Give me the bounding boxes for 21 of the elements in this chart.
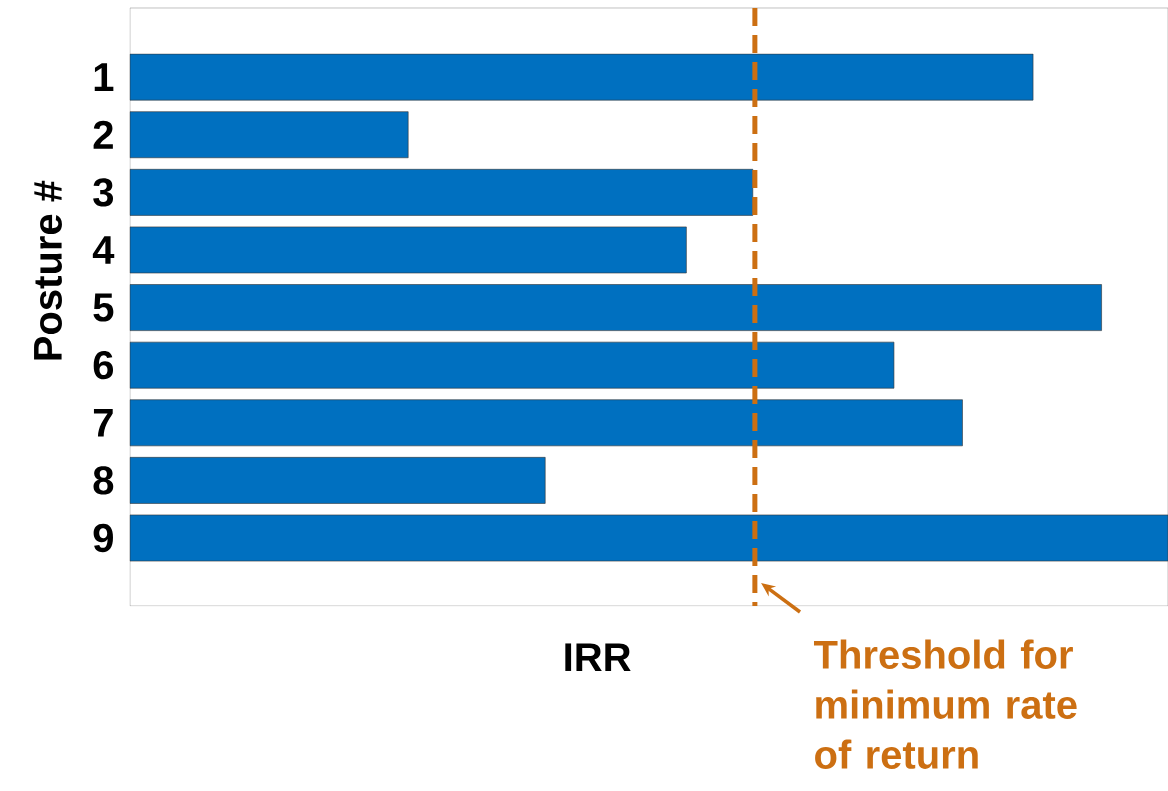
y-tick-label: 3 bbox=[93, 178, 114, 207]
bar bbox=[129, 111, 409, 159]
legend-label: Threshold for minimum rate of return bbox=[813, 639, 1077, 769]
y-tick-label: 8 bbox=[93, 466, 114, 495]
y-tick-label: 7 bbox=[93, 409, 113, 437]
y-tick-label: 9 bbox=[93, 523, 113, 553]
bar bbox=[129, 399, 963, 447]
x-axis-title: IRR bbox=[565, 643, 631, 671]
bar bbox=[129, 169, 754, 216]
bar bbox=[129, 457, 546, 504]
bar bbox=[129, 226, 687, 274]
y-axis-title: Posture # bbox=[34, 180, 62, 360]
y-tick-label: 5 bbox=[93, 293, 114, 322]
y-tick-label: 4 bbox=[92, 236, 115, 264]
bar bbox=[129, 53, 1034, 101]
y-tick-label: 2 bbox=[93, 120, 113, 149]
bar bbox=[129, 514, 1168, 562]
y-tick-label: 1 bbox=[94, 63, 114, 91]
bar bbox=[129, 341, 895, 389]
bar bbox=[129, 284, 1102, 331]
y-tick-label: 6 bbox=[93, 351, 114, 380]
